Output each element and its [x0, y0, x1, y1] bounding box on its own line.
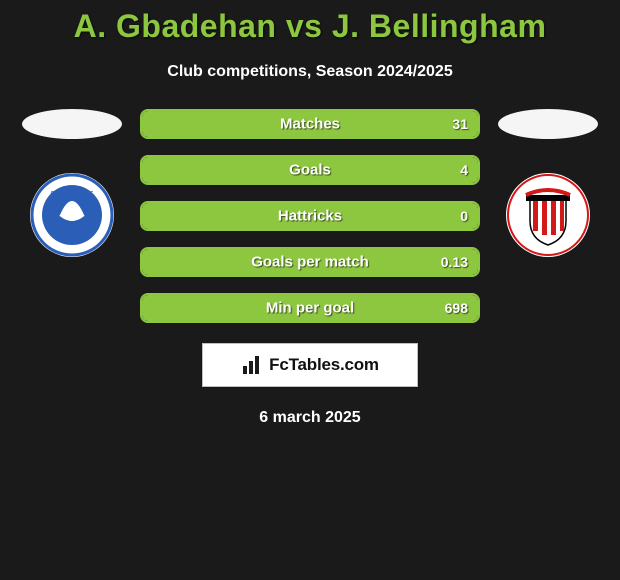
right-column — [498, 109, 598, 257]
right-player-silhouette — [498, 109, 598, 139]
subtitle: Club competitions, Season 2024/2025 — [0, 63, 620, 81]
left-column: CARDIFF CITY FC — [22, 109, 122, 257]
stat-value-right: 4 — [460, 162, 468, 178]
brand-box: FcTables.com — [202, 343, 418, 387]
sunderland-badge-icon — [506, 173, 590, 257]
infographic-root: A. Gbadehan vs J. Bellingham Club compet… — [0, 0, 620, 427]
cardiff-badge-icon: CARDIFF CITY FC — [30, 173, 114, 257]
bars-icon — [241, 354, 263, 376]
stat-label: Goals — [289, 162, 331, 179]
stats-list: Matches 31 Goals 4 Hattricks 0 Goals per… — [140, 109, 480, 323]
stat-value-right: 0.13 — [441, 254, 468, 270]
left-player-silhouette — [22, 109, 122, 139]
stat-row-gpm: Goals per match 0.13 — [140, 247, 480, 277]
stat-row-goals: Goals 4 — [140, 155, 480, 185]
stat-value-right: 698 — [445, 300, 468, 316]
brand-label: FcTables.com — [269, 355, 379, 375]
stat-label: Hattricks — [278, 208, 342, 225]
stat-row-hattricks: Hattricks 0 — [140, 201, 480, 231]
stat-row-matches: Matches 31 — [140, 109, 480, 139]
date-line: 6 march 2025 — [0, 409, 620, 427]
svg-text:CARDIFF CITY FC: CARDIFF CITY FC — [51, 191, 94, 197]
right-club-badge — [506, 173, 590, 257]
stat-label: Matches — [280, 116, 340, 133]
stat-value-right: 31 — [452, 116, 468, 132]
page-title: A. Gbadehan vs J. Bellingham — [0, 8, 620, 45]
stat-label: Goals per match — [251, 254, 369, 271]
left-club-badge: CARDIFF CITY FC — [30, 173, 114, 257]
stat-label: Min per goal — [266, 300, 354, 317]
main-area: CARDIFF CITY FC Matches 31 Goals 4 Hattr… — [0, 109, 620, 323]
stat-row-mpg: Min per goal 698 — [140, 293, 480, 323]
stat-value-right: 0 — [460, 208, 468, 224]
